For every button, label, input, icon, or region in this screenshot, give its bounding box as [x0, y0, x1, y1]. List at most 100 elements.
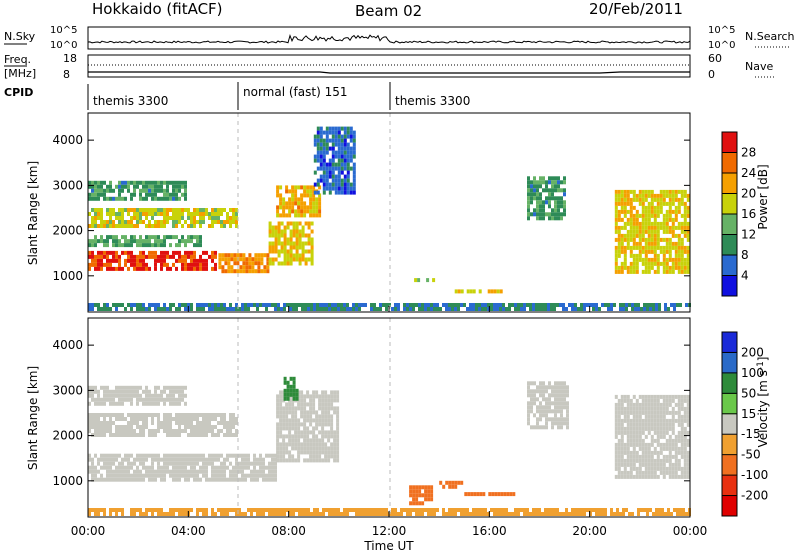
heatmap-cell: [169, 397, 172, 402]
heatmap-cell: [659, 450, 663, 455]
heatmap-cell: [647, 261, 651, 266]
heatmap-cell: [190, 417, 193, 421]
heatmap-cell: [100, 262, 103, 267]
heatmap-cell: [229, 216, 232, 220]
heatmap-cell: [306, 410, 310, 415]
heatmap-cell: [157, 188, 160, 193]
heatmap-cell: [181, 184, 184, 189]
heatmap-cell: [349, 190, 353, 195]
heatmap-cell: [671, 418, 675, 423]
heatmap-cell: [208, 425, 211, 429]
heatmap-cell: [310, 257, 314, 262]
heatmap-cell: [617, 265, 621, 270]
heatmap-cell: [595, 307, 598, 311]
heatmap-cell: [626, 410, 630, 415]
heatmap-cell: [475, 303, 478, 307]
heatmap-cell: [242, 265, 246, 270]
heatmap-cell: [277, 237, 281, 242]
heatmap-cell: [421, 508, 424, 512]
heatmap-cell: [283, 392, 287, 397]
heatmap-cell: [530, 212, 533, 217]
heatmap-cell: [650, 406, 654, 411]
heatmap-cell: [236, 261, 240, 266]
heatmap-cell: [312, 390, 316, 395]
heatmap-cell: [674, 446, 678, 451]
heatmap-cell: [330, 450, 334, 455]
heatmap-cell: [223, 224, 226, 228]
heatmap-cell: [662, 221, 666, 226]
heatmap-cell: [331, 170, 335, 175]
heatmap-cell: [199, 508, 202, 512]
colorbar-swatch: [722, 255, 737, 276]
heatmap-cell: [256, 473, 259, 478]
heatmap-cell: [103, 243, 106, 248]
heatmap-cell: [103, 477, 106, 482]
heatmap-cell: [291, 189, 295, 194]
heatmap-cell: [223, 417, 226, 421]
heatmap-cell: [632, 253, 636, 258]
heatmap-cell: [238, 477, 241, 482]
heatmap-cell: [321, 410, 325, 415]
heatmap-cell: [686, 245, 690, 250]
heatmap-cell: [106, 477, 109, 482]
heatmap-cell: [175, 385, 178, 390]
heatmap-cell: [614, 446, 618, 451]
heatmap-cell: [229, 413, 232, 417]
heatmap-cell: [656, 426, 660, 431]
heatmap-cell: [493, 289, 497, 294]
heatmap-cell: [94, 196, 97, 201]
heatmap-cell: [312, 185, 316, 190]
heatmap-cell: [112, 473, 115, 478]
heatmap-cell: [236, 269, 240, 274]
heatmap-cell: [394, 512, 397, 516]
heatmap-cell: [644, 434, 648, 439]
heatmap-cell: [632, 474, 636, 479]
heatmap-cell: [640, 508, 643, 512]
heatmap-cell: [97, 401, 100, 406]
heatmap-cell: [665, 213, 669, 218]
heatmap-cell: [118, 453, 121, 458]
heatmap-cell: [309, 205, 313, 210]
heatmap-cell: [686, 233, 690, 238]
heatmap-cell: [545, 405, 548, 410]
heatmap-cell: [154, 393, 157, 398]
heatmap-cell: [97, 417, 100, 421]
heatmap-cell: [294, 458, 298, 463]
freq-panel-frame: [87, 54, 691, 78]
heatmap-cell: [382, 512, 385, 516]
heatmap-cell: [548, 393, 551, 398]
heatmap-cell: [103, 465, 106, 470]
heatmap-cell: [130, 180, 133, 185]
heatmap-cell: [109, 453, 112, 458]
heatmap-cell: [620, 470, 624, 475]
heatmap-cell: [686, 229, 690, 234]
heatmap-cell: [91, 250, 94, 255]
heatmap-cell: [271, 225, 275, 230]
heatmap-cell: [218, 253, 222, 258]
heatmap-cell: [136, 465, 139, 470]
heatmap-cell: [172, 393, 175, 398]
heatmap-cell: [160, 224, 163, 228]
heatmap-cell: [184, 417, 187, 421]
heatmap-cell: [175, 477, 178, 482]
heatmap-cell: [298, 229, 302, 234]
heatmap-cell: [466, 289, 470, 294]
heatmap-cell: [454, 307, 457, 311]
heatmap-cell: [292, 233, 296, 238]
heatmap-cell: [145, 397, 148, 402]
heatmap-cell: [318, 414, 322, 419]
heatmap-cell: [397, 303, 400, 307]
heatmap-cell: [650, 454, 654, 459]
heatmap-cell: [662, 261, 666, 266]
heatmap-cell: [175, 224, 178, 228]
heatmap-cell: [337, 170, 341, 175]
heatmap-cell: [617, 426, 621, 431]
heatmap-cell: [238, 465, 241, 470]
heatmap-cell: [659, 197, 663, 202]
heatmap-cell: [193, 262, 196, 267]
heatmap-cell: [121, 465, 124, 470]
heatmap-cell: [292, 508, 295, 512]
heatmap-cell: [136, 477, 139, 482]
heatmap-cell: [233, 261, 237, 266]
heatmap-cell: [268, 461, 271, 466]
